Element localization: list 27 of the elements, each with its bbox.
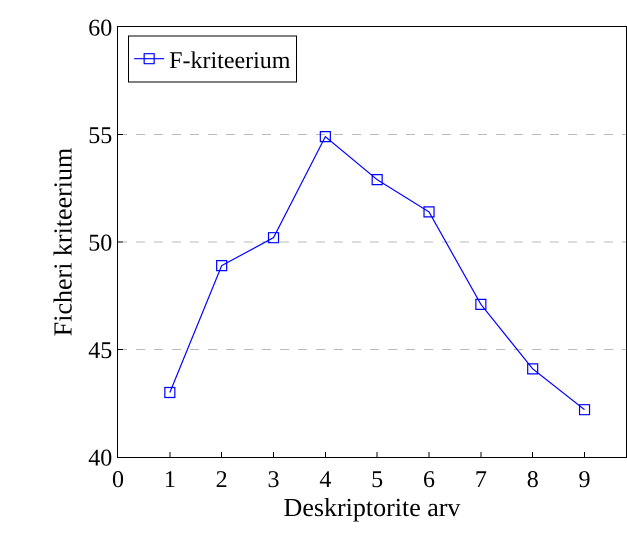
point xyxy=(268,232,280,244)
x-tick-label: 5 xyxy=(371,466,384,493)
x-tick-label: 3 xyxy=(268,466,280,493)
y-tick-label: 45 xyxy=(88,338,112,364)
point xyxy=(216,260,228,272)
point xyxy=(527,363,538,374)
x-tick-label: 6 xyxy=(423,466,436,493)
point xyxy=(164,386,176,398)
x-tick-label: 2 xyxy=(216,466,228,493)
y-tick-label: 50 xyxy=(88,230,112,256)
y-tick-label: 40 xyxy=(88,445,112,472)
x-tick-label: 1 xyxy=(164,466,176,493)
y-axis-title: Ficheri kriteerium xyxy=(48,148,78,336)
legend-label: F-kriteerium xyxy=(169,48,291,74)
x-tick-label: 4 xyxy=(319,466,332,493)
x-tick-label: 7 xyxy=(474,466,487,493)
x-axis-title: Deskriptorite arv xyxy=(284,492,460,522)
y-tick-label: 55 xyxy=(88,122,112,149)
y-tick-label: 60 xyxy=(88,15,112,42)
point xyxy=(423,206,435,218)
point xyxy=(320,131,331,142)
point xyxy=(475,298,486,310)
x-tick-label: 8 xyxy=(526,466,539,493)
point xyxy=(372,174,383,186)
x-tick-label: 0 xyxy=(112,466,124,493)
x-tick-label: 9 xyxy=(578,466,591,493)
point xyxy=(578,404,590,416)
